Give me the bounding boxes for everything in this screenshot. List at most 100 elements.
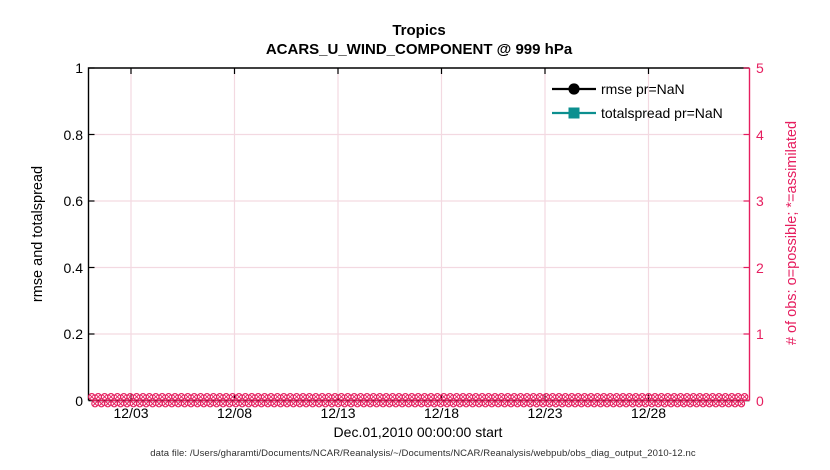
obs-assimilated-marker [271, 401, 277, 406]
obs-assimilated-marker [259, 401, 264, 406]
obs-assimilated-marker [339, 394, 344, 400]
obs-assimilated-marker [486, 394, 491, 400]
obs-assimilated-marker [207, 401, 213, 406]
obs-assimilated-marker [115, 394, 120, 400]
y-tick-label-right: 2 [756, 259, 764, 276]
y-tick-label-left: 0.2 [63, 326, 83, 342]
obs-assimilated-marker [595, 394, 600, 400]
obs-possible-marker [737, 399, 746, 408]
obs-assimilated-marker [665, 394, 671, 400]
obs-assimilated-marker [227, 401, 232, 406]
obs-assimilated-marker [188, 401, 194, 406]
obs-assimilated-marker [124, 401, 130, 406]
obs-assimilated-marker [540, 401, 546, 406]
obs-assimilated-marker [249, 394, 255, 400]
legend-row-rmse: rmse pr=NaN [551, 77, 723, 101]
obs-assimilated-marker [92, 401, 98, 406]
obs-assimilated-marker [156, 401, 162, 406]
obs-assimilated-marker [147, 394, 152, 400]
obs-assimilated-marker [649, 401, 655, 406]
obs-assimilated-marker [675, 401, 680, 406]
obs-assimilated-marker [351, 394, 357, 400]
totalspread-line-square-icon [552, 107, 596, 119]
obs-assimilated-marker [457, 401, 463, 406]
obs-assimilated-marker [499, 394, 504, 400]
chart-subtitle: ACARS_U_WIND_COMPONENT @ 999 hPa [265, 41, 573, 58]
grid-layer [88, 68, 750, 401]
obs-assimilated-marker [732, 401, 738, 406]
obs-assimilated-marker [700, 401, 706, 406]
obs-assimilated-marker [518, 394, 523, 400]
obs-assimilated-marker [723, 394, 728, 400]
obs-assimilated-marker [483, 401, 488, 406]
obs-assimilated-marker [454, 394, 459, 400]
obs-assimilated-marker [182, 401, 187, 406]
obs-assimilated-marker [316, 401, 322, 406]
obs-assimilated-marker [419, 401, 424, 406]
obs-assimilated-marker [630, 401, 635, 406]
x-tick-label: 12/03 [113, 405, 149, 421]
obs-assimilated-marker [367, 401, 373, 406]
x-tick-label: 12/23 [527, 405, 563, 421]
obs-assimilated-marker [105, 401, 111, 406]
obs-assimilated-marker [726, 401, 731, 406]
obs-assimilated-marker [623, 401, 629, 406]
obs-assimilated-marker [467, 394, 472, 400]
obs-assimilated-marker [643, 401, 648, 406]
obs-assimilated-marker [198, 394, 203, 400]
obs-assimilated-marker [172, 394, 178, 400]
obs-assimilated-marker [323, 401, 328, 406]
obs-assimilated-marker [284, 401, 290, 406]
obs-assimilated-marker [719, 401, 725, 406]
obs-assimilated-marker [636, 401, 642, 406]
obs-assimilated-marker [614, 394, 619, 400]
obs-assimilated-marker [559, 401, 565, 406]
obs-assimilated-marker [550, 394, 555, 400]
obs-assimilated-marker [246, 401, 251, 406]
obs-assimilated-marker [633, 394, 639, 400]
obs-assimilated-marker [492, 394, 498, 400]
obs-assimilated-marker [403, 394, 408, 400]
obs-assimilated-marker [281, 394, 287, 400]
obs-assimilated-marker [476, 401, 482, 406]
obs-assimilated-marker [588, 394, 594, 400]
obs-assimilated-marker [415, 394, 421, 400]
obs-assimilated-marker [131, 401, 136, 406]
obs-assimilated-marker [441, 394, 447, 400]
obs-assimilated-marker [102, 394, 107, 400]
obs-assimilated-marker [396, 394, 402, 400]
obs-assimilated-marker [223, 394, 229, 400]
rmse-line-circle-icon [552, 83, 596, 95]
obs-assimilated-marker [143, 401, 149, 406]
obs-assimilated-marker [342, 401, 347, 406]
obs-assimilated-marker [399, 401, 405, 406]
obs-assimilated-marker [348, 401, 354, 406]
obs-assimilated-marker [451, 401, 456, 406]
obs-assimilated-marker [611, 401, 616, 406]
obs-assimilated-marker [473, 394, 479, 400]
obs-assimilated-marker [463, 401, 469, 406]
obs-assimilated-marker [217, 394, 223, 400]
obs-assimilated-marker [358, 394, 363, 400]
y-tick-label-right: 0 [756, 392, 764, 409]
obs-assimilated-marker [89, 394, 95, 400]
obs-assimilated-marker [508, 401, 514, 406]
obs-assimilated-marker [428, 394, 434, 400]
obs-assimilated-marker [534, 401, 539, 406]
obs-assimilated-marker [118, 401, 123, 406]
obs-assimilated-marker [585, 401, 591, 406]
obs-assimilated-marker [252, 401, 258, 406]
legend-label-rmse: rmse pr=NaN [601, 81, 685, 97]
obs-assimilated-marker [652, 394, 658, 400]
obs-assimilated-marker [582, 394, 587, 400]
obs-assimilated-marker [214, 401, 219, 406]
obs-assimilated-marker [556, 394, 562, 400]
obs-assimilated-marker [479, 394, 485, 400]
obs-assimilated-marker [431, 401, 437, 406]
obs-assimilated-marker [627, 394, 632, 400]
obs-assimilated-marker [230, 394, 235, 400]
obs-assimilated-marker [201, 401, 207, 406]
obs-assimilated-marker [620, 394, 626, 400]
obs-assimilated-marker [639, 394, 645, 400]
